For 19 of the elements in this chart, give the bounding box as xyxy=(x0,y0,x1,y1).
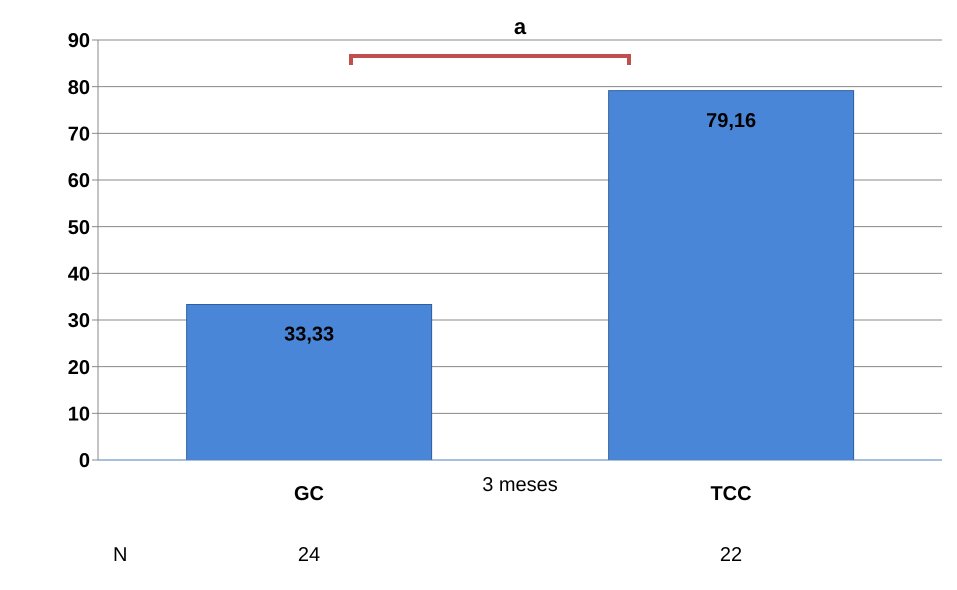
y-tick-label: 70 xyxy=(68,123,90,146)
y-tick-label: 0 xyxy=(78,450,90,472)
y-tick-label: 20 xyxy=(68,356,90,379)
x-tick-label: GC xyxy=(294,483,324,506)
data-label: 79,16 xyxy=(706,110,756,132)
x-axis-title: 3 meses xyxy=(481,474,559,497)
data-label: 33,33 xyxy=(284,324,334,346)
y-tick-label: 50 xyxy=(68,216,90,239)
y-tick-label: 60 xyxy=(68,170,90,192)
text: N xyxy=(113,544,128,567)
y-tick-label: 10 xyxy=(68,403,90,426)
y-tick-label: 40 xyxy=(68,263,90,286)
x-tick-label: TCC xyxy=(710,483,752,506)
text: a xyxy=(512,14,528,40)
text: 24 xyxy=(296,544,322,567)
y-tick-label: 90 xyxy=(68,30,90,52)
y-tick-label: 80 xyxy=(68,76,90,99)
text: 22 xyxy=(718,544,744,567)
y-tick-label: 30 xyxy=(68,310,90,332)
